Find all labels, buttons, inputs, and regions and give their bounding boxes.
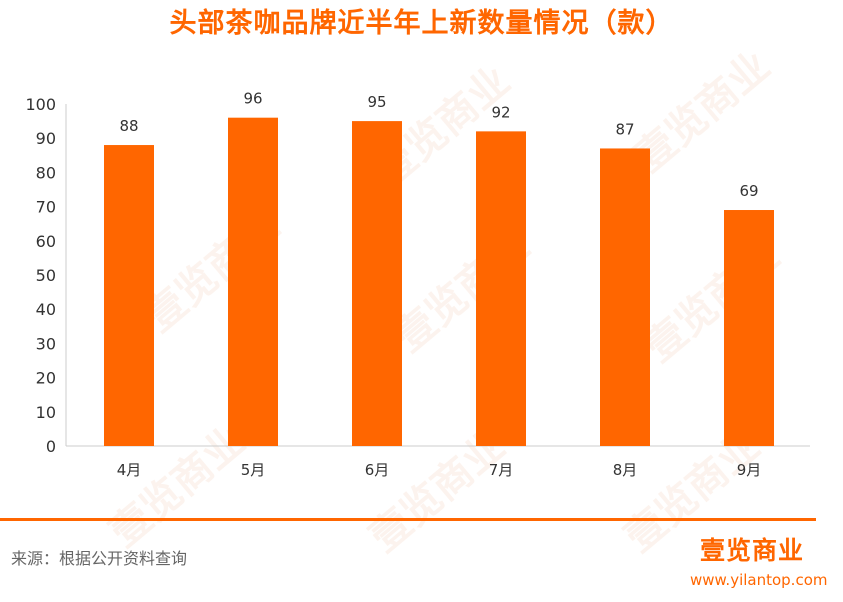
x-tick-label: 5月 xyxy=(241,461,266,479)
x-tick-label: 4月 xyxy=(117,461,142,479)
y-tick-label: 40 xyxy=(36,300,56,319)
x-tick-label: 8月 xyxy=(613,461,638,479)
brand-logo: 壹览商业 xyxy=(700,536,805,565)
y-tick-label: 70 xyxy=(36,198,56,217)
bar xyxy=(352,121,402,446)
data-label: 87 xyxy=(615,120,634,138)
data-label: 88 xyxy=(119,117,138,135)
y-tick-label: 10 xyxy=(36,403,56,422)
chart-title: 头部茶咖品牌近半年上新数量情况（款） xyxy=(169,8,674,39)
y-tick-label: 90 xyxy=(36,129,56,148)
x-tick-label: 9月 xyxy=(737,461,762,479)
bar xyxy=(476,131,526,447)
data-label: 96 xyxy=(243,90,262,108)
y-tick-label: 60 xyxy=(36,232,56,251)
data-label: 69 xyxy=(739,182,758,200)
y-tick-label: 80 xyxy=(36,163,56,182)
data-label: 95 xyxy=(367,93,386,111)
x-tick-label: 7月 xyxy=(489,461,514,479)
bar xyxy=(104,145,154,447)
y-tick-label: 30 xyxy=(36,334,56,353)
brand-block: 壹览商业 www.yilantop.com xyxy=(690,536,830,590)
data-label: 92 xyxy=(491,103,510,121)
bar-chart: 0 10 20 30 40 50 60 70 80 90 100 88 4月 96 5月 95 6月 92 7月 87… xyxy=(25,90,810,479)
y-tick-label: 50 xyxy=(36,266,56,285)
bar xyxy=(724,210,774,446)
source-note: 来源：根据公开资料查询 xyxy=(11,549,188,568)
y-tick-label: 20 xyxy=(36,369,56,388)
brand-url: www.yilantop.com xyxy=(690,571,828,589)
x-tick-label: 6月 xyxy=(365,461,390,479)
y-tick-label: 100 xyxy=(25,95,56,114)
bar xyxy=(600,148,650,446)
divider-line xyxy=(0,518,816,521)
bar xyxy=(228,117,278,447)
y-tick-label: 0 xyxy=(46,437,56,456)
